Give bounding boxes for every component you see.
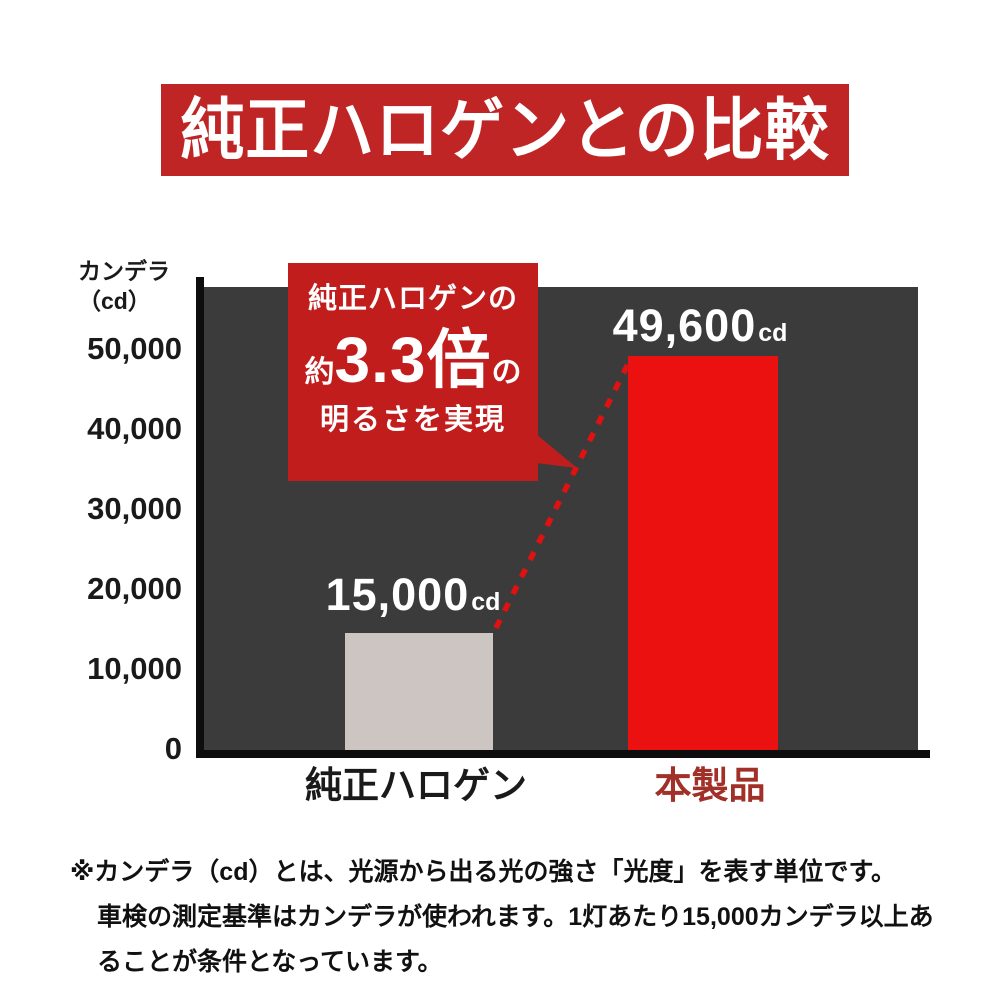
- value-product-unit: cd: [758, 319, 788, 347]
- callout-multiplier: 約 3.3倍の: [305, 328, 522, 392]
- y-axis-unit-line1: カンデラ: [78, 258, 170, 284]
- y-tick-label: 40,000: [87, 411, 182, 446]
- callout-line-1: 純正ハロゲンの: [307, 283, 518, 315]
- y-axis-unit-label: カンデラ （cd）: [78, 256, 170, 316]
- header-banner: 純正ハロゲンとの比較: [161, 84, 849, 176]
- y-tick-label: 50,000: [87, 331, 182, 366]
- category-label-halogen: 純正ハロゲン: [305, 765, 527, 806]
- callout-mult-suffix: の: [491, 356, 522, 389]
- footnote-line-3: ることが条件となっています。: [97, 948, 443, 976]
- y-tick-label: 0: [164, 731, 182, 766]
- footnote-line-1: ※カンデラ（cd）とは、光源から出る光の強さ「光度」を表す単位です。: [70, 858, 896, 886]
- y-axis-unit-line2: （cd）: [78, 288, 151, 314]
- bar-halogen: [345, 633, 493, 753]
- value-label-halogen: 15,000cd: [293, 572, 533, 617]
- y-tick-label: 20,000: [87, 571, 182, 606]
- value-label-product: 49,600cd: [580, 303, 820, 348]
- x-axis-line: [196, 750, 930, 758]
- callout-mult-prefix: 約: [304, 356, 335, 389]
- footnote: ※カンデラ（cd）とは、光源から出る光の強さ「光度」を表す単位です。 車検の測定…: [70, 850, 950, 985]
- callout-line-3: 明るさを実現: [319, 404, 506, 436]
- callout-mult-big: 3.3倍: [334, 324, 492, 396]
- y-axis-line: [196, 277, 204, 758]
- value-halogen-unit: cd: [471, 588, 501, 616]
- value-product-number: 49,600: [612, 300, 757, 351]
- callout-box: 純正ハロゲンの 約 3.3倍の 明るさを実現: [288, 263, 538, 481]
- category-label-product: 本製品: [654, 765, 766, 806]
- bar-product: [628, 356, 778, 753]
- page-title: 純正ハロゲンとの比較: [180, 91, 830, 169]
- footnote-line-2: 車検の測定基準はカンデラが使われます。1灯あたり15,000カンデラ以上あ: [97, 903, 934, 931]
- y-tick-label: 10,000: [87, 651, 182, 686]
- value-halogen-number: 15,000: [325, 569, 470, 620]
- y-tick-label: 30,000: [87, 491, 182, 526]
